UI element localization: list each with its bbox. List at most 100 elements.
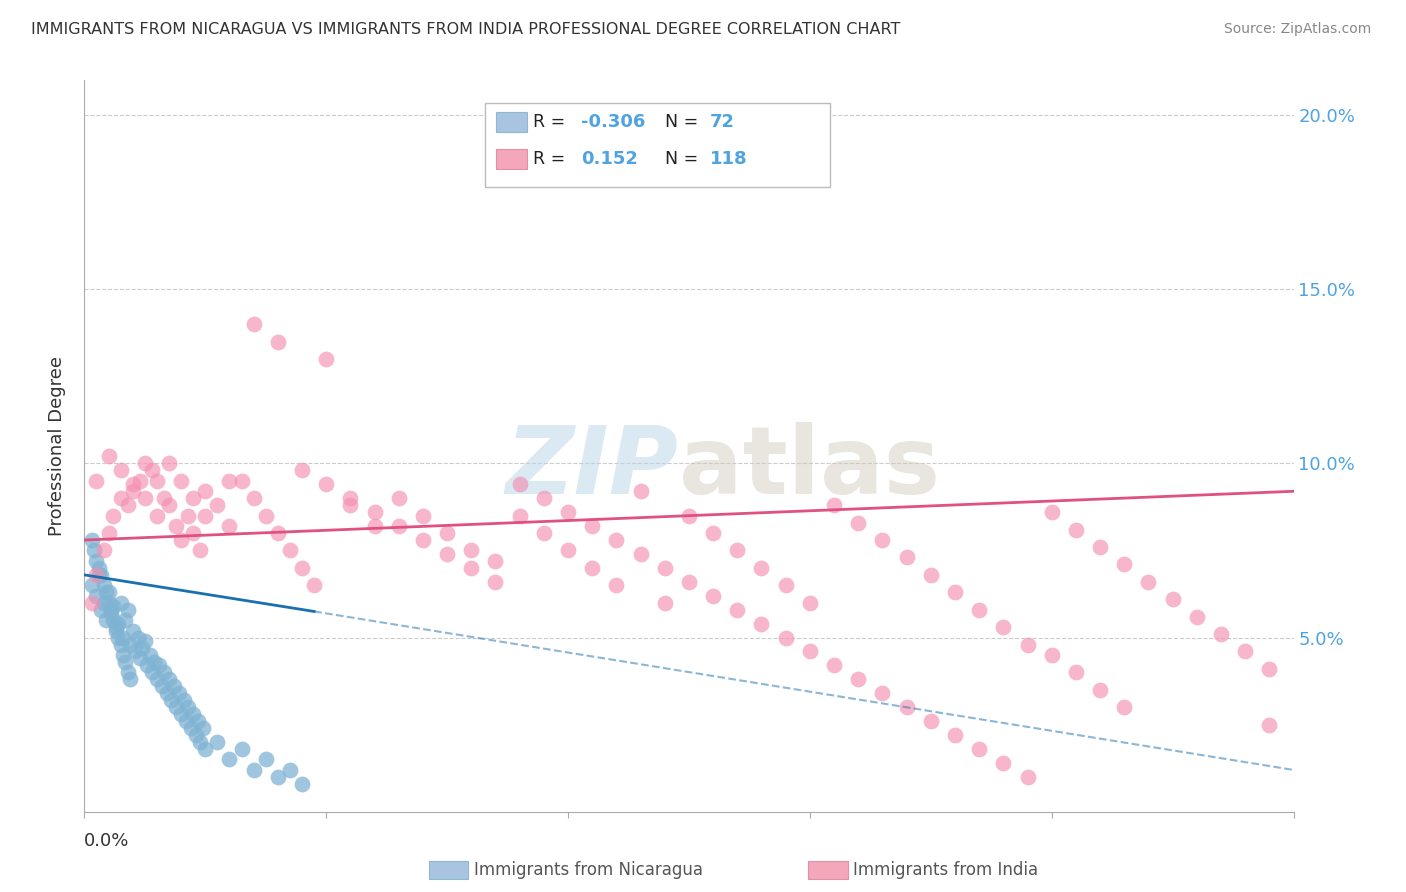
Point [83,543,105,558]
Point [97,526,120,541]
Point [557,543,579,558]
Point [630,547,652,561]
Point [460,543,482,558]
Point [80,533,103,547]
Point [110,463,132,477]
Point [163,679,186,693]
Point [267,334,290,349]
Point [141,463,163,477]
Point [896,700,918,714]
Point [218,519,240,533]
Point [725,603,748,617]
Text: atlas: atlas [679,422,941,514]
Point [194,742,217,756]
Point [177,700,200,714]
Point [121,624,143,638]
Point [872,533,894,547]
Point [846,673,869,687]
Point [315,351,337,366]
Point [146,508,169,523]
Point [605,578,627,592]
Point [231,474,253,488]
Point [799,644,821,658]
Point [678,508,700,523]
Point [187,714,209,728]
Point [153,665,176,680]
Point [134,457,156,471]
Point [107,631,129,645]
Point [146,673,169,687]
Point [605,533,627,547]
Point [823,658,845,673]
Point [100,606,122,620]
Point [93,578,115,592]
Point [846,516,869,530]
Point [112,648,135,662]
Point [1040,648,1063,662]
Point [484,574,506,589]
Point [339,498,361,512]
Point [170,533,193,547]
Point [143,655,166,669]
Point [1209,627,1232,641]
Text: Source: ZipAtlas.com: Source: ZipAtlas.com [1223,22,1371,37]
Point [191,721,214,735]
Point [1185,609,1208,624]
Point [86,474,108,488]
Point [86,589,108,603]
Point [751,561,773,575]
Point [194,484,217,499]
Point [86,554,108,568]
Point [181,707,204,722]
Point [533,526,555,541]
Point [177,508,200,523]
Point [339,491,361,506]
Point [1234,644,1257,658]
Point [896,550,918,565]
Text: ZIP: ZIP [506,422,679,514]
Point [138,648,160,662]
Point [87,567,110,582]
Point [436,526,458,541]
Point [90,567,112,582]
Point [751,616,773,631]
Text: Immigrants from Nicaragua: Immigrants from Nicaragua [474,861,703,879]
Point [484,554,506,568]
Point [97,450,120,464]
Point [1088,540,1111,554]
Text: IMMIGRANTS FROM NICARAGUA VS IMMIGRANTS FROM INDIA PROFESSIONAL DEGREE CORRELATI: IMMIGRANTS FROM NICARAGUA VS IMMIGRANTS … [31,22,900,37]
Point [702,526,724,541]
Point [190,543,212,558]
Point [993,620,1015,634]
Point [120,673,142,687]
Point [218,474,240,488]
Point [291,561,314,575]
Point [150,679,173,693]
Point [110,491,132,506]
Point [127,631,149,645]
Point [97,585,120,599]
Point [129,651,152,665]
Point [557,505,579,519]
Point [114,655,136,669]
Point [121,477,143,491]
Point [278,543,301,558]
Text: Immigrants from India: Immigrants from India [853,861,1039,879]
Point [157,673,180,687]
Point [315,477,337,491]
Point [165,519,187,533]
Point [157,498,180,512]
Text: -0.306: -0.306 [581,113,645,131]
Point [104,620,127,634]
Point [97,596,120,610]
Point [254,508,277,523]
Point [136,658,159,673]
Point [702,589,724,603]
Point [388,491,411,506]
Point [207,735,229,749]
Point [254,752,277,766]
Point [103,599,125,614]
Point [678,574,700,589]
Point [121,484,143,499]
Point [1040,505,1063,519]
